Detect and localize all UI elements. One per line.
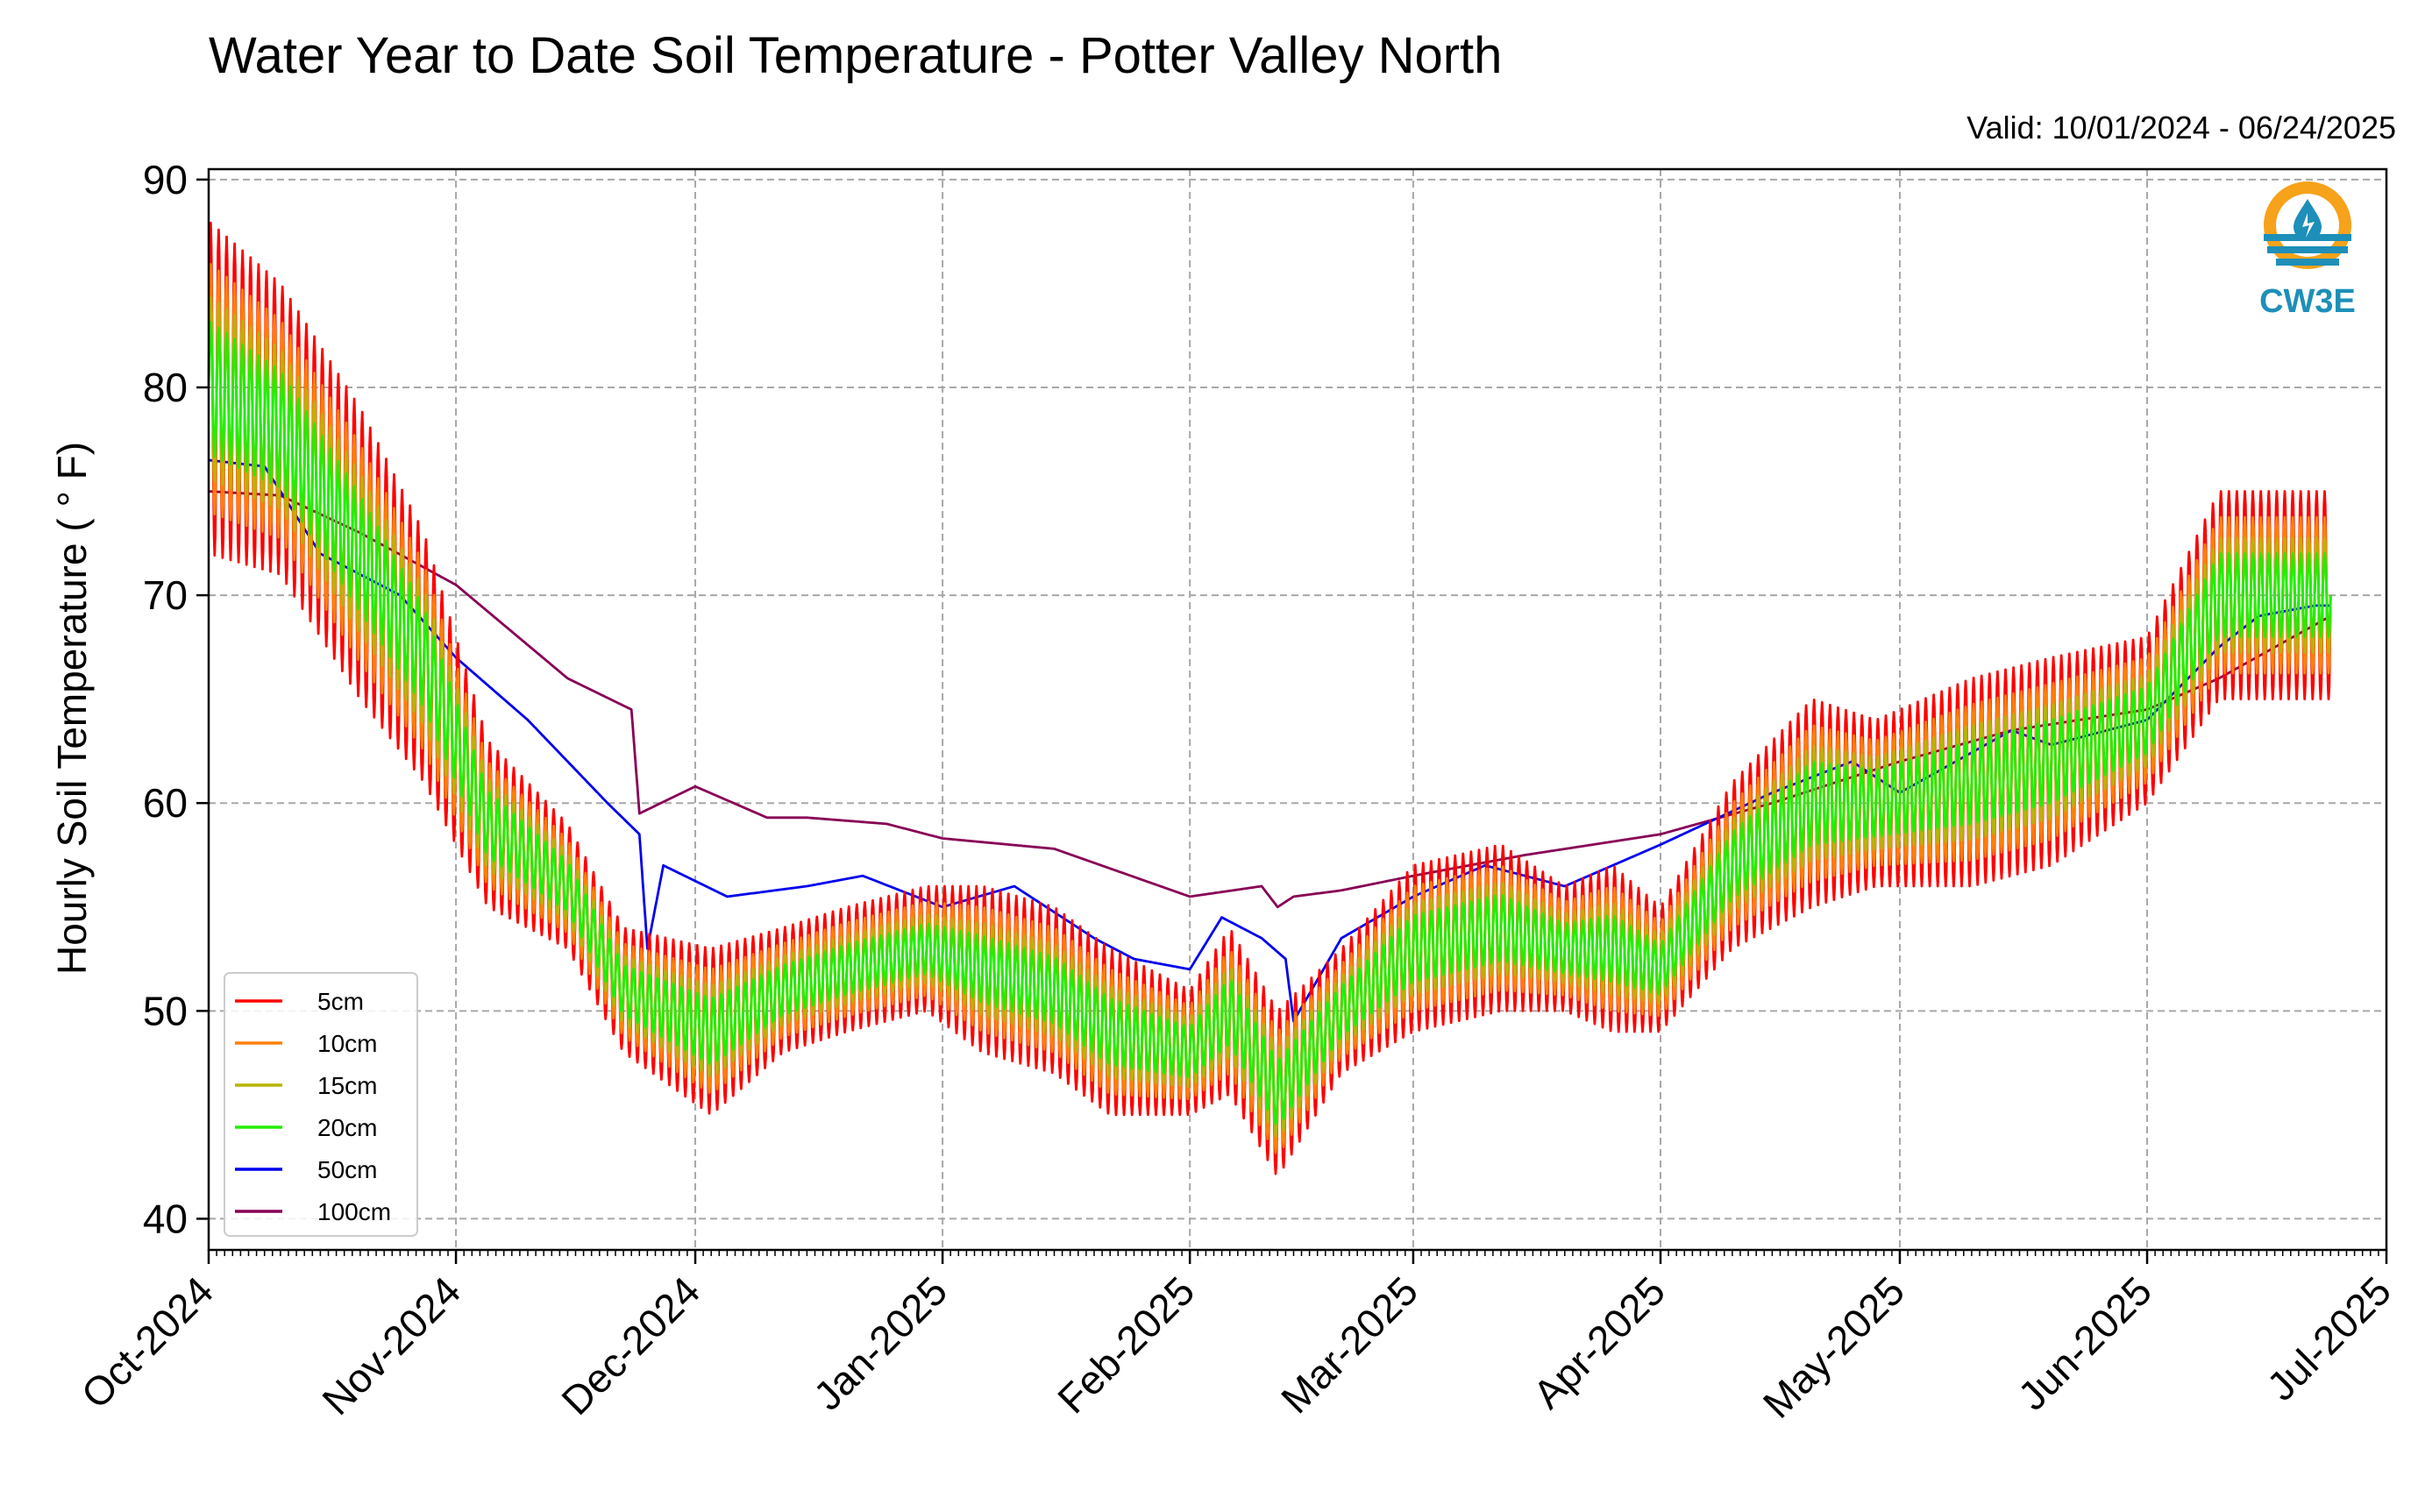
legend: 5cm 10cm 15cm 20cm 50cm 100cm: [224, 972, 418, 1237]
y-tick-label: 80: [143, 365, 188, 410]
x-tick-label: Feb-2025: [1049, 1267, 1203, 1422]
legend-label-10cm: 10cm: [317, 1030, 377, 1057]
legend-label-50cm: 50cm: [317, 1156, 377, 1183]
y-tick-label: 90: [143, 157, 188, 202]
legend-label-20cm: 20cm: [317, 1114, 377, 1141]
x-tick-label: May-2025: [1754, 1267, 1913, 1426]
plot-frame: [207, 167, 2388, 1252]
cw3e-logo: CW3E: [2237, 180, 2378, 329]
y-tick-label: 40: [143, 1196, 188, 1241]
y-tick-label: 60: [143, 780, 188, 826]
cw3e-emblem-icon: [2264, 181, 2351, 269]
x-minor-ticks: [208, 1250, 2387, 1256]
y-tick-label: 70: [143, 572, 188, 618]
legend-label-5cm: 5cm: [317, 988, 364, 1015]
x-tick-label: Jan-2025: [805, 1267, 956, 1418]
legend-label-100cm: 100cm: [317, 1198, 391, 1225]
series-line-20cm: [207, 321, 2332, 1125]
valid-date-range: Valid: 10/01/2024 - 06/24/2025: [1966, 110, 2396, 146]
series-line-100cm: [208, 490, 2331, 909]
series-line-50cm: [208, 458, 2331, 1023]
series-lines: [207, 221, 2332, 1175]
y-tick-label: 50: [143, 988, 188, 1033]
y-axis-label: Hourly Soil Temperature ( ° F): [49, 442, 95, 975]
x-tick-label: Nov-2024: [313, 1267, 469, 1423]
legend-label-15cm: 15cm: [317, 1072, 377, 1099]
x-tick-label: Dec-2024: [552, 1267, 708, 1423]
x-tick-label: Mar-2025: [1272, 1267, 1426, 1422]
chart-title: Water Year to Date Soil Temperature - Po…: [209, 27, 1503, 84]
logo-text: CW3E: [2259, 283, 2356, 320]
x-tick-label: Jun-2025: [2009, 1267, 2160, 1418]
x-tick-label: Oct-2024: [73, 1267, 223, 1417]
x-tick-label: Jul-2025: [2258, 1267, 2400, 1409]
x-tick-label: Apr-2025: [1524, 1267, 1674, 1417]
